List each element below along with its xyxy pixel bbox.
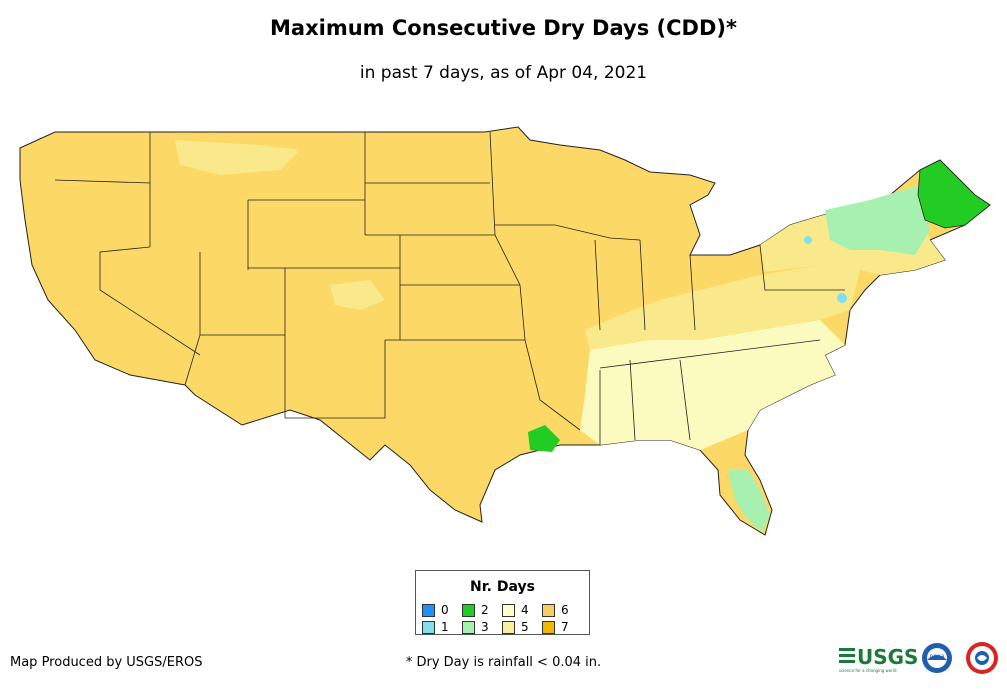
agency-logos: USGS science for a changing world noaa bbox=[839, 642, 998, 674]
legend-item-0: 0 bbox=[422, 602, 462, 618]
legend-swatch bbox=[422, 603, 435, 617]
gulf-coast-wet-region bbox=[528, 425, 560, 452]
legend-swatch bbox=[422, 620, 435, 634]
legend-label: 2 bbox=[481, 603, 489, 617]
legend-swatch bbox=[462, 620, 475, 634]
legend-swatch bbox=[462, 603, 475, 617]
us-outline bbox=[19, 126, 991, 536]
dry-day-footnote: * Dry Day is rainfall < 0.04 in. bbox=[405, 655, 602, 670]
legend-item-5: 5 bbox=[502, 619, 542, 635]
legend-label: 7 bbox=[561, 620, 569, 634]
legend-label: 0 bbox=[441, 603, 449, 617]
us-dry-days-map bbox=[19, 126, 991, 536]
legend-box: Nr. Days 0 2 4 6 1 3 5 bbox=[415, 570, 590, 635]
legend-swatch bbox=[502, 620, 515, 634]
map-title: Maximum Consecutive Dry Days (CDD)* bbox=[270, 16, 737, 40]
ohio-valley-region bbox=[585, 265, 860, 350]
southeast-region bbox=[580, 320, 845, 450]
montana-light-patch bbox=[175, 140, 300, 175]
legend-item-2: 2 bbox=[462, 602, 502, 618]
legend-swatch bbox=[542, 620, 555, 634]
florida-wet-region bbox=[728, 470, 770, 532]
nj-wet-spot bbox=[837, 293, 847, 303]
noaa-logo-text: noaa bbox=[930, 653, 945, 660]
legend-label: 1 bbox=[441, 620, 449, 634]
usgs-logo-text: USGS bbox=[857, 645, 918, 669]
legend-item-6: 6 bbox=[542, 602, 582, 618]
legend-label: 6 bbox=[561, 603, 569, 617]
legend-grid: 0 2 4 6 1 3 5 7 bbox=[422, 602, 582, 635]
legend-swatch bbox=[542, 603, 555, 617]
new-england-wet-region bbox=[825, 185, 930, 255]
legend-label: 5 bbox=[521, 620, 529, 634]
state-borders bbox=[54, 131, 845, 445]
usgs-logo: USGS science for a changing world bbox=[839, 645, 918, 673]
colorado-light-patch bbox=[330, 280, 385, 310]
map-subtitle: in past 7 days, as of Apr 04, 2021 bbox=[359, 63, 648, 83]
legend-label: 4 bbox=[521, 603, 529, 617]
legend-item-7: 7 bbox=[542, 619, 582, 635]
legend-item-1: 1 bbox=[422, 619, 462, 635]
map-credit: Map Produced by USGS/EROS bbox=[10, 655, 203, 670]
usgs-tagline: science for a changing world bbox=[839, 668, 897, 673]
nws-logo bbox=[966, 642, 998, 674]
maine-region bbox=[917, 159, 991, 229]
legend-label: 3 bbox=[481, 620, 489, 634]
noaa-logo: noaa bbox=[922, 643, 952, 673]
legend-item-4: 4 bbox=[502, 602, 542, 618]
pa-wet-spot bbox=[804, 236, 812, 244]
legend-item-3: 3 bbox=[462, 619, 502, 635]
legend-swatch bbox=[502, 603, 515, 617]
legend-title: Nr. Days bbox=[470, 579, 535, 595]
